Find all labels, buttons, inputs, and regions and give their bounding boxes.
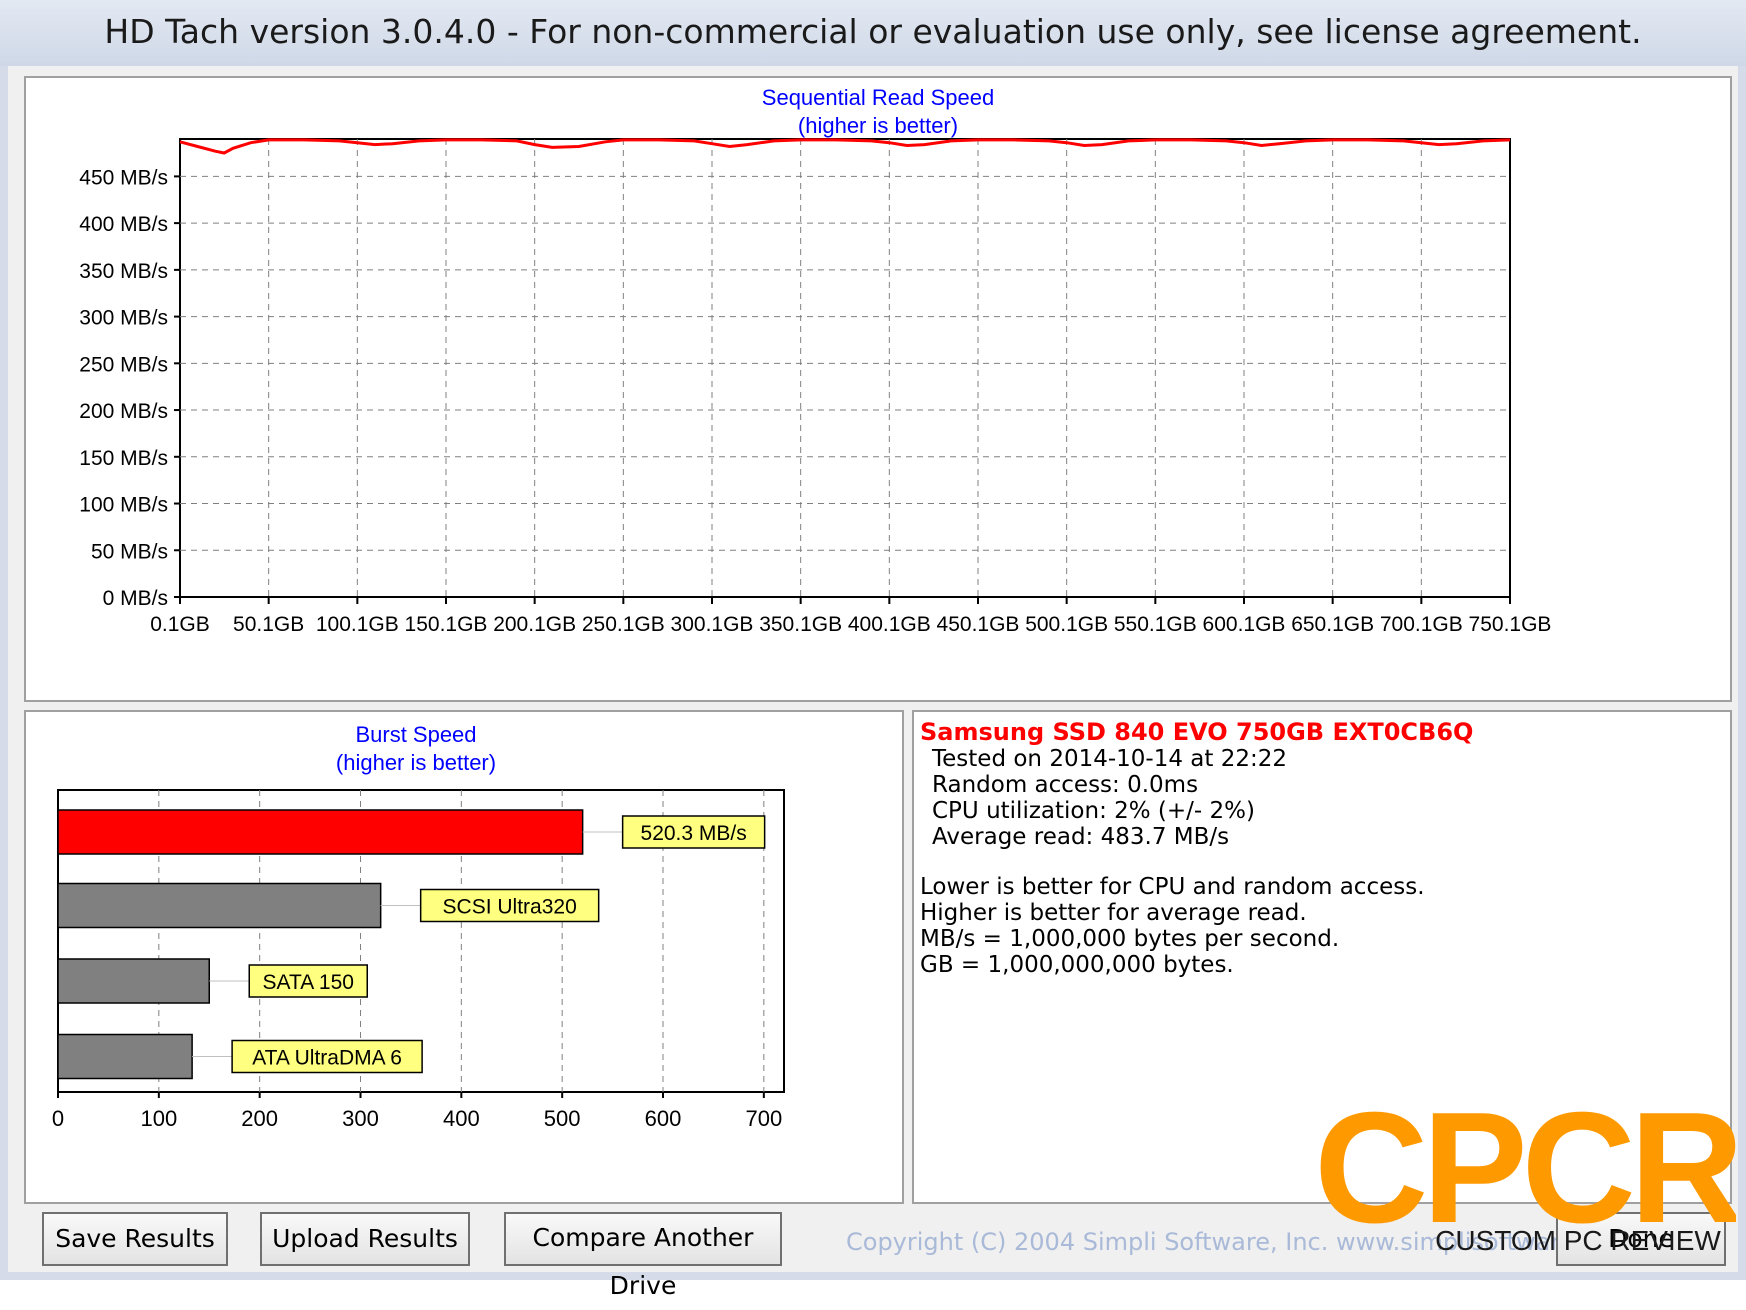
seq-y-tick-label: 250 MB/s xyxy=(79,353,168,376)
burst-bar-label: ATA UltraDMA 6 xyxy=(252,1047,402,1070)
seq-x-tick-label: 450.1GB xyxy=(937,613,1020,636)
seq-x-tick-label: 250.1GB xyxy=(582,613,665,636)
seq-x-tick-label: 600.1GB xyxy=(1203,613,1286,636)
sequential-series xyxy=(179,138,1511,155)
cpcr-logo-tagline: CUSTOM PC REVIEW xyxy=(1435,1225,1721,1256)
seq-x-tick-label: 650.1GB xyxy=(1291,613,1374,636)
burst-bar-label: 520.3 MB/s xyxy=(641,822,747,845)
burst-x-tick-label: 400 xyxy=(443,1106,480,1131)
note-cpu-random: Lower is better for CPU and random acces… xyxy=(920,874,1425,900)
burst-x-tick-label: 300 xyxy=(342,1106,379,1131)
note-average-read: Higher is better for average read. xyxy=(920,900,1307,926)
burst-chart-title: Burst Speed xyxy=(355,722,476,747)
seq-x-tick-label: 150.1GB xyxy=(405,613,488,636)
client-area: Sequential Read Speed (higher is better)… xyxy=(8,66,1738,1300)
seq-x-tick-label: 500.1GB xyxy=(1025,613,1108,636)
burst-bar-label-box xyxy=(419,888,600,923)
sequential-chart-title: Sequential Read Speed xyxy=(762,85,994,110)
seq-read-series-line xyxy=(179,138,1511,155)
burst-x-tick-label: 200 xyxy=(241,1106,278,1131)
sequential-x-axis: 0.1GB 50.1GB 100.1GB 150.1GB 200.1GB 250.1GB 3… xyxy=(150,597,1551,636)
burst-speed-chart: Burst Speed (higher is better) 520.3 MB/… xyxy=(52,722,785,1131)
burst-x-tick-label: 600 xyxy=(645,1106,682,1131)
title-bar[interactable]: HD Tach version 3.0.4.0 - For non-commer… xyxy=(0,0,1746,66)
seq-y-tick-label: 50 MB/s xyxy=(91,540,168,563)
compare-another-drive-button[interactable]: Compare Another Drive xyxy=(504,1212,782,1300)
seq-x-tick-label: 200.1GB xyxy=(493,613,576,636)
burst-x-tick-label: 500 xyxy=(544,1106,581,1131)
burst-bars: 520.3 MB/s SCSI Ultra320 SATA 150 ATA Ultra… xyxy=(57,809,766,1080)
burst-bar xyxy=(57,882,382,929)
copyright-text: Copyright (C) 2004 Simpli Software, Inc.… xyxy=(846,1228,1634,1256)
seq-x-tick-label: 0.1GB xyxy=(150,613,210,636)
burst-bar xyxy=(57,958,210,1004)
seq-y-tick-label: 350 MB/s xyxy=(79,260,168,283)
cpcr-watermark-logo: CPCR CUSTOM PC REVIEW xyxy=(1316,1094,1736,1256)
burst-bar-label-box xyxy=(621,815,766,849)
results-info-panel: Samsung SSD 840 EVO 750GB EXT0CB6Q Teste… xyxy=(912,710,1732,1204)
seq-x-tick-label: 300.1GB xyxy=(671,613,754,636)
seq-x-tick-label: 350.1GB xyxy=(759,613,842,636)
burst-bar xyxy=(57,1033,193,1080)
burst-x-tick-label: 100 xyxy=(140,1106,177,1131)
drive-name: Samsung SSD 840 EVO 750GB EXT0CB6Q xyxy=(920,718,1474,746)
random-access-value: Random access: 0.0ms xyxy=(932,772,1199,798)
upload-results-button[interactable]: Upload Results xyxy=(260,1212,470,1266)
burst-chart-subtitle: (higher is better) xyxy=(336,750,496,775)
save-results-button[interactable]: Save Results xyxy=(42,1212,228,1266)
note-gb-definition: GB = 1,000,000,000 bytes. xyxy=(920,952,1234,978)
sequential-read-chart: Sequential Read Speed (higher is better)… xyxy=(79,85,1551,636)
seq-y-tick-label: 200 MB/s xyxy=(79,400,168,423)
tested-date: Tested on 2014-10-14 at 22:22 xyxy=(932,746,1287,772)
note-mbps-definition: MB/s = 1,000,000 bytes per second. xyxy=(920,926,1340,952)
burst-x-tick-label: 0 xyxy=(52,1106,64,1131)
seq-x-tick-label: 100.1GB xyxy=(316,613,399,636)
sequential-plot-area xyxy=(179,138,1511,598)
burst-plot-area xyxy=(57,789,785,1093)
seq-x-tick-label: 50.1GB xyxy=(233,613,304,636)
seq-y-tick-label: 300 MB/s xyxy=(79,307,168,330)
cpcr-logo-letters: CPCR xyxy=(1316,1094,1736,1256)
burst-bar-label: SATA 150 xyxy=(263,971,354,994)
sequential-chart-subtitle: (higher is better) xyxy=(798,113,958,138)
seq-x-tick-label: 400.1GB xyxy=(848,613,931,636)
seq-x-tick-label: 550.1GB xyxy=(1114,613,1197,636)
burst-bar-label-box xyxy=(231,1039,423,1074)
seq-x-tick-label: 750.1GB xyxy=(1469,613,1552,636)
burst-speed-panel: Burst Speed (higher is better) 520.3 MB/… xyxy=(24,710,904,1204)
window-title: HD Tach version 3.0.4.0 - For non-commer… xyxy=(104,12,1642,51)
seq-x-tick-label: 700.1GB xyxy=(1380,613,1463,636)
cpu-utilization-value: CPU utilization: 2% (+/- 2%) xyxy=(932,798,1255,824)
burst-bar xyxy=(57,809,584,855)
sequential-y-axis: 0 MB/s 50 MB/s 100 MB/s 150 MB/s 200 MB/s 250… xyxy=(79,166,180,610)
burst-x-axis: 0 100 200 300 400 500 600 700 xyxy=(52,1092,782,1131)
seq-y-tick-label: 100 MB/s xyxy=(79,494,168,517)
burst-bar-label: SCSI Ultra320 xyxy=(443,896,577,919)
burst-bar-label-box xyxy=(248,964,368,998)
burst-x-tick-label: 700 xyxy=(745,1106,782,1131)
seq-y-tick-label: 450 MB/s xyxy=(79,166,168,189)
sequential-grid xyxy=(180,139,1510,597)
seq-y-tick-label: 150 MB/s xyxy=(79,447,168,470)
sequential-read-panel: Sequential Read Speed (higher is better)… xyxy=(24,76,1732,702)
seq-y-tick-label: 0 MB/s xyxy=(103,587,168,610)
done-button[interactable]: Done xyxy=(1556,1212,1726,1266)
seq-y-tick-label: 400 MB/s xyxy=(79,213,168,236)
average-read-value: Average read: 483.7 MB/s xyxy=(932,824,1230,850)
